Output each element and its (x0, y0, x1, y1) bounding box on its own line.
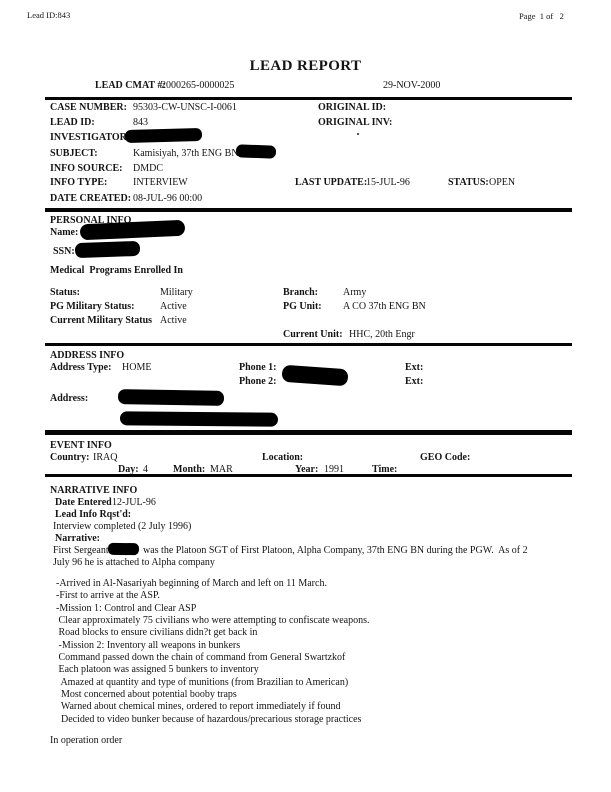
medical-programs-label: Medical Programs Enrolled In (50, 265, 183, 276)
military-status-value: Military (160, 287, 193, 298)
narrative-line1-text: was the Platoon SGT of First Platoon, Al… (143, 545, 528, 556)
current-unit-value: HHC, 20th Engr (349, 329, 415, 340)
section-divider (45, 208, 572, 212)
redaction-address-line1 (117, 389, 225, 406)
narrative-body-line: Warned about chemical mines, ordered to … (56, 701, 341, 712)
narrative-body-line: Command passed down the chain of command… (56, 652, 346, 663)
original-inv-label: ORIGINAL INV: (318, 117, 393, 128)
scan-noise-dot (357, 133, 359, 135)
subject-value: Kamisiyah, 37th ENG BN (133, 148, 239, 159)
redaction-phone2 (281, 364, 349, 387)
ssn-label: SSN: (53, 246, 75, 257)
header-lead-id: Lead ID:843 (27, 10, 71, 20)
narrative-body-line: -Mission 2: Inventory all weapons in bun… (56, 640, 241, 651)
redaction-first-sergeant (107, 542, 140, 556)
date-entered-value: 12-JUL-96 (112, 497, 156, 508)
section-divider (45, 97, 572, 100)
info-source-value: DMDC (133, 163, 164, 174)
narrative-body-line: -First to arrive at the ASP. (56, 590, 160, 601)
case-number-label: CASE NUMBER: (50, 102, 127, 113)
year-value: 1991 (324, 464, 344, 475)
month-label: Month: (173, 464, 206, 475)
date-created-label: DATE CREATED: (50, 193, 132, 204)
address-type-value: HOME (122, 362, 152, 373)
narrative-body-line: Each platoon was assigned 5 bunkers to i… (56, 664, 259, 675)
address-info-header: ADDRESS INFO (50, 350, 125, 361)
current-unit-label: Current Unit: (283, 329, 343, 340)
page-title: LEAD REPORT (249, 58, 362, 74)
event-info-header: EVENT INFO (50, 440, 112, 451)
info-type-value: INTERVIEW (133, 177, 188, 188)
personal-info-header: PERSONAL INFO (50, 215, 132, 226)
pg-military-status-value: Active (160, 301, 187, 312)
redaction-ssn (74, 240, 141, 259)
year-label: Year: (295, 464, 319, 475)
narrative-label: Narrative: (55, 533, 100, 544)
day-label: Day: (118, 464, 139, 475)
lead-cmat-value: 2000265-0000025 (161, 80, 235, 91)
narrative-footer-line: In operation order (50, 735, 123, 746)
last-update-label: LAST UPDATE: (295, 177, 368, 188)
redaction-subject (235, 144, 277, 159)
report-date: 29-NOV-2000 (383, 80, 441, 91)
date-entered-label: Date Entered (55, 497, 112, 508)
ext1-label: Ext: (405, 362, 424, 373)
narrative-body-line: -Arrived in Al-Nasariyah beginning of Ma… (56, 578, 327, 589)
phone2-label: Phone 2: (239, 376, 277, 387)
geo-code-label: GEO Code: (420, 452, 471, 463)
name-label: Name: (50, 227, 79, 238)
pg-military-status-label: PG Military Status: (50, 301, 135, 312)
narrative-body-line: Amazed at quantity and type of munitions… (56, 677, 349, 688)
current-military-status-value: Active (160, 315, 187, 326)
lead-info-rqstd-label: Lead Info Rqst'd: (55, 509, 132, 520)
narrative-line1-prefix: First Sergeant (53, 545, 109, 556)
day-value: 4 (143, 464, 148, 475)
status-label: STATUS: (448, 177, 489, 188)
narrative-body-line: Most concerned about potential booby tra… (56, 689, 237, 700)
redaction-name (79, 219, 186, 241)
last-update-value: 15-JUL-96 (366, 177, 410, 188)
country-label: Country: (50, 452, 90, 463)
header-page-number: Page 1 of 2 (519, 11, 564, 21)
subject-label: SUBJECT: (50, 148, 98, 159)
address-label: Address: (50, 393, 89, 404)
lead-id-label: LEAD ID: (50, 117, 95, 128)
info-source-label: INFO SOURCE: (50, 163, 123, 174)
section-divider (45, 474, 572, 477)
address-type-label: Address Type: (50, 362, 112, 373)
lead-cmat-label: LEAD CMAT #: (95, 80, 166, 91)
original-id-label: ORIGINAL ID: (318, 102, 387, 113)
lead-info-rqstd-value: Interview completed (2 July 1996) (53, 521, 192, 532)
branch-value: Army (343, 287, 367, 298)
narrative-body-line: Clear approximately 75 civilians who wer… (56, 615, 370, 626)
phone1-label: Phone 1: (239, 362, 277, 373)
time-label: Time: (372, 464, 398, 475)
ext2-label: Ext: (405, 376, 424, 387)
info-type-label: INFO TYPE: (50, 177, 108, 188)
case-number-value: 95303-CW-UNSC-I-0061 (133, 102, 237, 113)
location-label: Location: (262, 452, 304, 463)
narrative-line2-text: July 96 he is attached to Alpha company (53, 557, 215, 568)
pg-unit-value: A CO 37th ENG BN (343, 301, 426, 312)
investigator-label: INVESTIGATOR: (50, 132, 131, 143)
section-divider (45, 430, 572, 435)
country-value: IRAQ (93, 452, 118, 463)
pg-unit-label: PG Unit: (283, 301, 322, 312)
military-status-label: Status: (50, 287, 81, 298)
redaction-address-line2 (119, 411, 279, 427)
narrative-body-line: Road blocks to ensure civilians didn?t g… (56, 627, 258, 638)
branch-label: Branch: (283, 287, 318, 298)
narrative-body-line: Decided to video bunker because of hazar… (56, 714, 362, 725)
redaction-investigator (124, 127, 203, 144)
lead-id-value: 843 (133, 117, 148, 128)
narrative-body-line: -Mission 1: Control and Clear ASP (56, 603, 197, 614)
section-divider (45, 343, 572, 346)
date-created-value: 08-JUL-96 00:00 (133, 193, 203, 204)
month-value: MAR (210, 464, 233, 475)
current-military-status-label: Current Military Status (50, 315, 153, 326)
narrative-info-header: NARRATIVE INFO (50, 485, 138, 496)
status-value: OPEN (489, 177, 516, 188)
